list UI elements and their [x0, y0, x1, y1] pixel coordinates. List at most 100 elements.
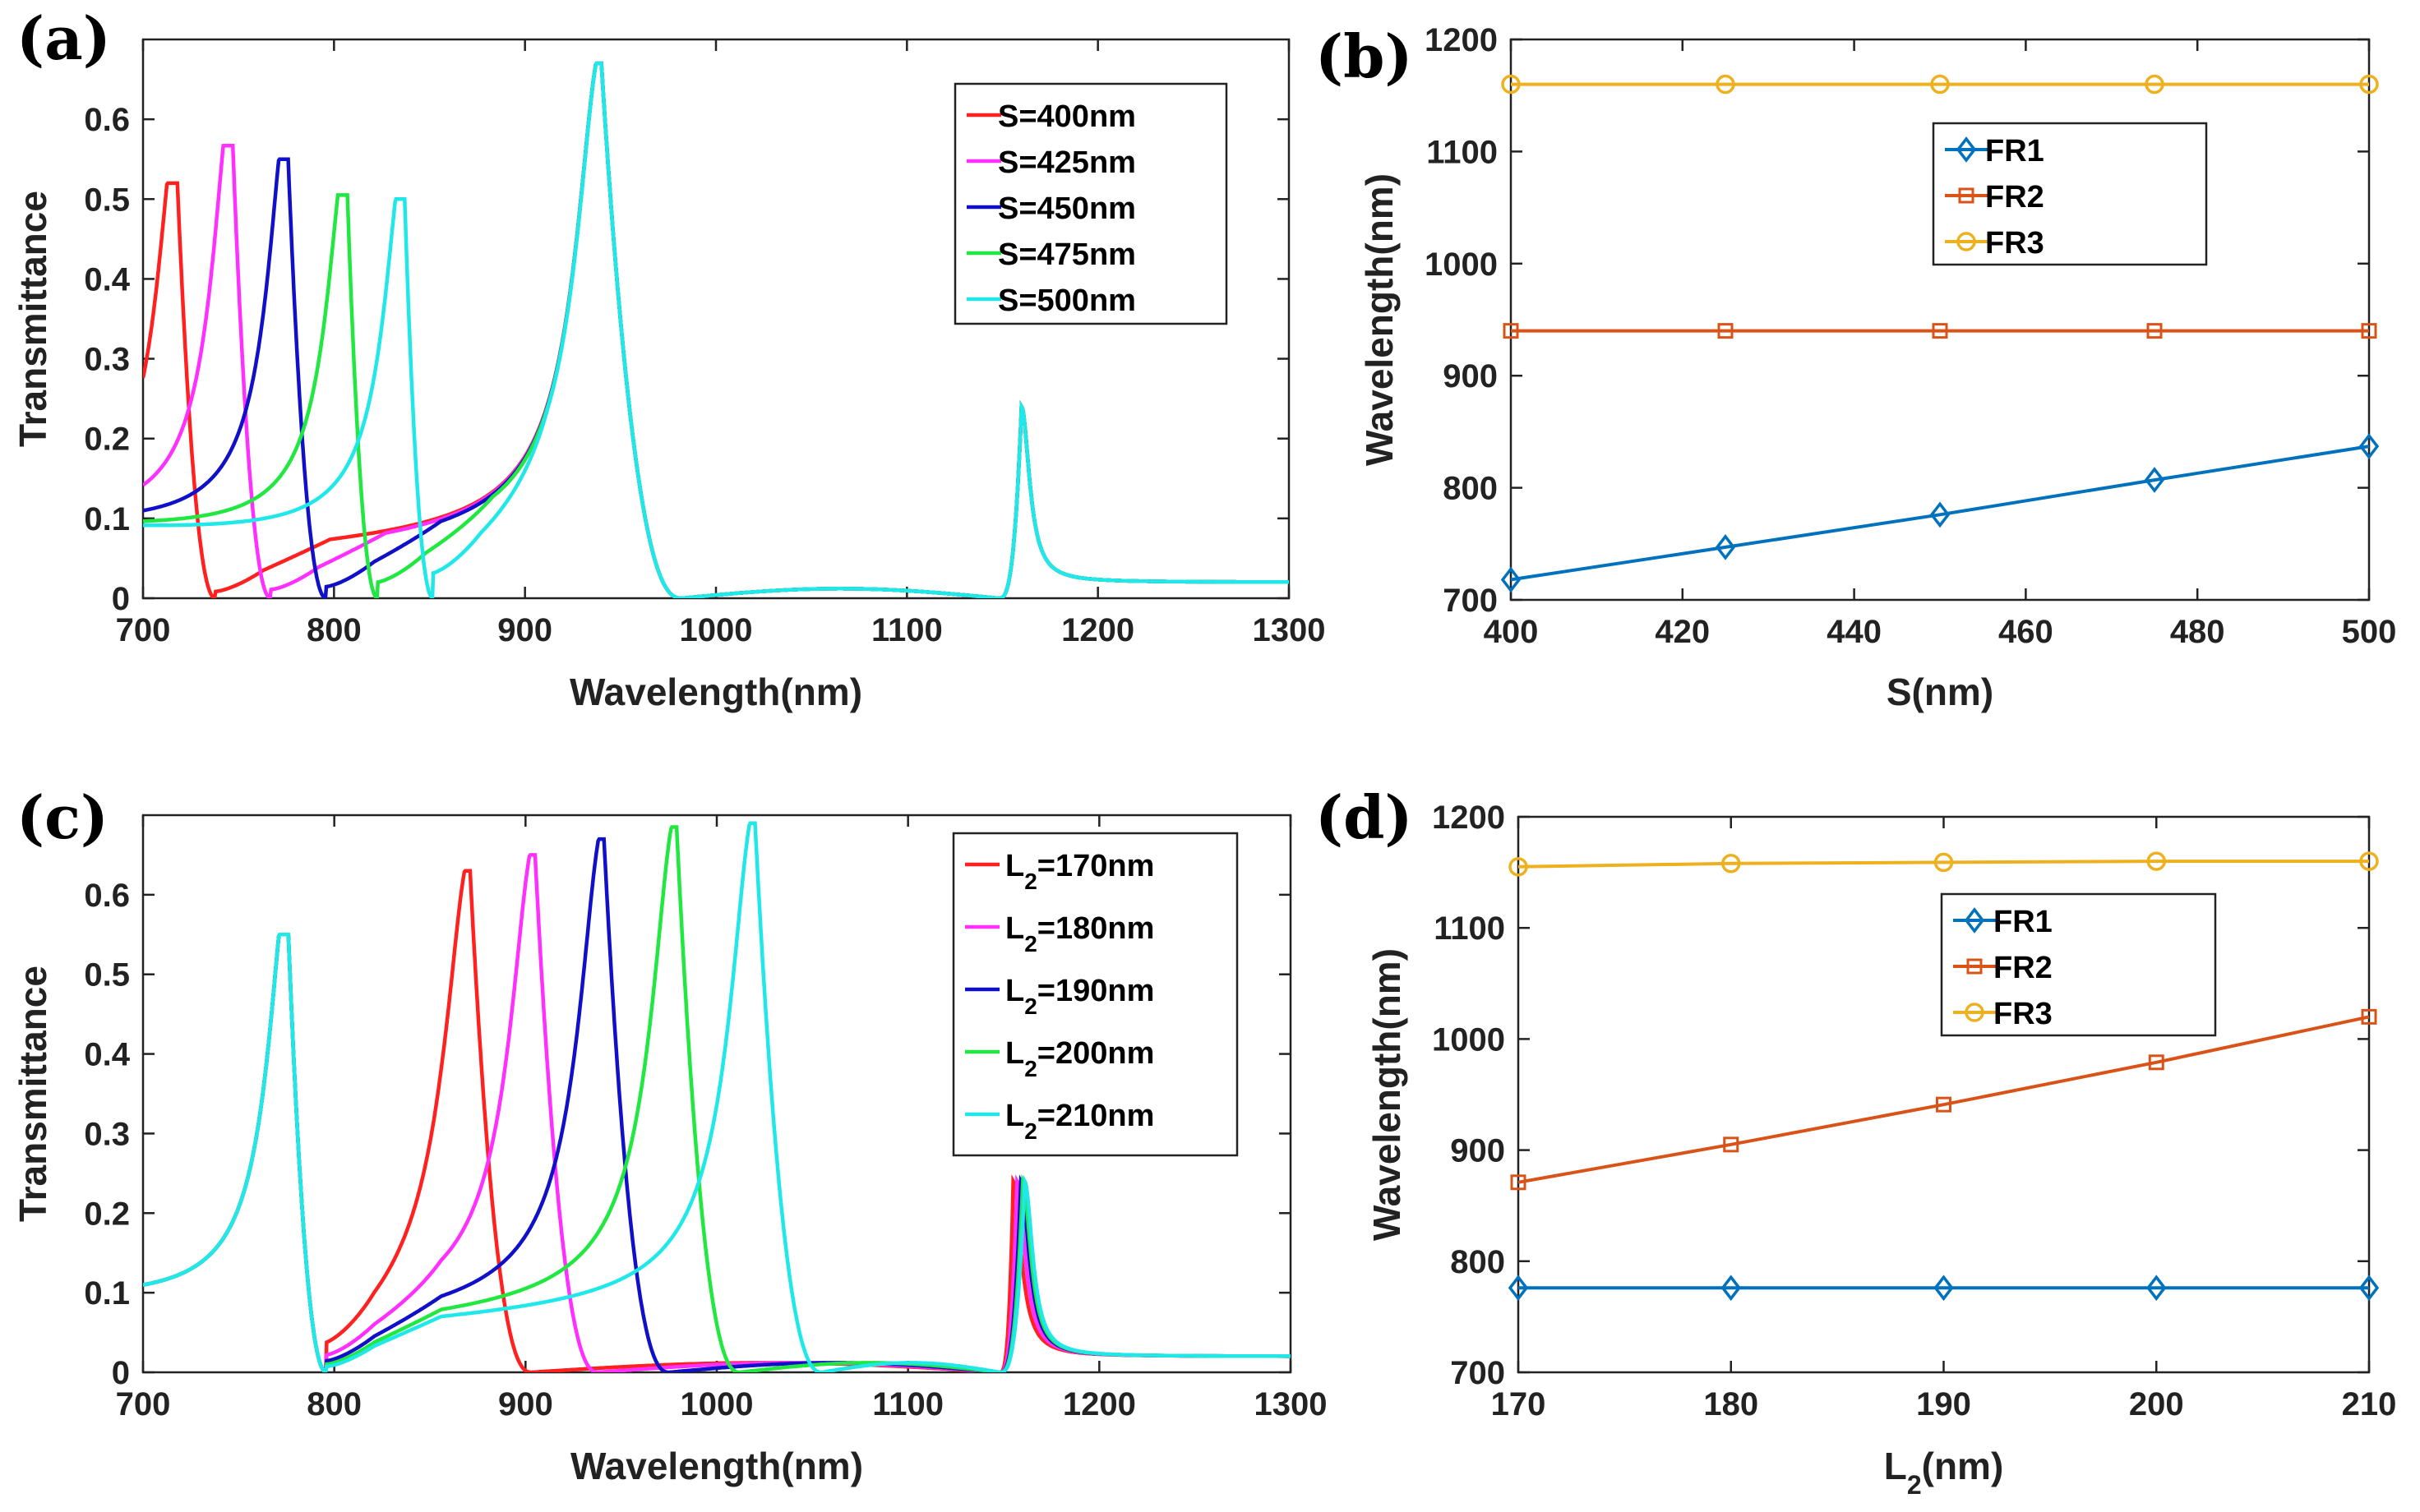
series-line	[143, 821, 1291, 1372]
legend: FR1 FR2 FR3	[1940, 892, 2217, 1037]
y-tick-label: 0.5	[84, 957, 130, 993]
panel-d: 170 180 190 200 210 700 800 900 1000 1100 1200 L2(n…	[1315, 782, 2396, 1500]
series-group	[143, 61, 1289, 598]
legend-label: S=450nm	[998, 191, 1136, 226]
data-point	[1958, 187, 1974, 204]
data-point	[1932, 323, 1948, 339]
x-tick-label: 210	[2342, 1386, 2397, 1422]
y-tick-label: 1100	[1434, 910, 1505, 947]
x-tick-label: 900	[498, 1386, 553, 1422]
legend-label: FR3	[1993, 997, 2053, 1031]
data-point	[1503, 323, 1519, 339]
data-point	[2144, 467, 2165, 493]
data-point	[2361, 323, 2377, 339]
data-point	[2146, 323, 2163, 339]
y-tick-label: 0.2	[84, 422, 130, 458]
x-tick-label: 440	[1827, 614, 1882, 650]
legend-label: FR3	[1985, 226, 2044, 260]
y-tick-label: 800	[1450, 1244, 1505, 1280]
data-point	[2148, 1054, 2164, 1071]
y-tick-label: 700	[1450, 1355, 1505, 1391]
x-tick-label: 700	[116, 612, 171, 648]
series-fr3	[1508, 851, 2379, 877]
data-point	[2359, 851, 2379, 871]
legend-label: FR2	[1993, 951, 2053, 985]
data-point	[2358, 433, 2380, 460]
y-tick-label: 1100	[1426, 134, 1498, 170]
x-tick-label: 1100	[872, 1386, 944, 1422]
panel-label: (b)	[1315, 21, 1412, 91]
data-point	[2146, 851, 2166, 871]
y-tick-label: 0.3	[84, 342, 130, 378]
data-point	[1965, 1003, 1984, 1022]
legend-box	[952, 832, 1239, 1157]
y-tick-label: 0.5	[84, 182, 130, 218]
data-point	[1930, 74, 1950, 94]
series-group	[143, 821, 1291, 1372]
series-fr3	[1501, 74, 2379, 94]
series-fr1	[1508, 1275, 2380, 1302]
y-tick-label: 1200	[1432, 800, 1505, 836]
data-point	[1936, 1096, 1951, 1113]
series-fr2	[1503, 323, 2377, 339]
data-point	[1500, 566, 1522, 593]
x-tick-label: 500	[2342, 614, 2397, 650]
data-point	[1717, 323, 1734, 339]
series-line	[1517, 860, 2369, 869]
legend-label: S=500nm	[998, 284, 1136, 318]
legend-box	[954, 82, 1228, 325]
x-tick-label: 460	[1998, 614, 2053, 650]
x-tick-label: 1000	[681, 1386, 754, 1422]
y-axis-label: Transmittance	[12, 191, 54, 447]
data-point	[1510, 1174, 1526, 1191]
series-fr1	[1500, 433, 2380, 593]
x-tick-label: 400	[1484, 614, 1539, 650]
x-tick-label: 900	[497, 612, 552, 648]
x-axis-label: L2(nm)	[1884, 1445, 2004, 1500]
x-tick-label: 800	[307, 612, 362, 648]
x-tick-label: 1200	[1061, 612, 1134, 648]
legend-label: FR1	[1993, 905, 2053, 939]
data-point	[1956, 136, 1977, 163]
y-tick-label: 900	[1443, 358, 1498, 394]
y-tick-label: 800	[1443, 471, 1498, 507]
legend-label: FR2	[1985, 180, 2044, 214]
data-point	[1716, 74, 1735, 94]
data-point	[1508, 1275, 1529, 1302]
y-tick-label: 0.4	[84, 1037, 130, 1073]
data-point	[1966, 958, 1983, 975]
x-tick-label: 1300	[1254, 1386, 1328, 1422]
y-tick-label: 1000	[1425, 247, 1498, 283]
series-line	[1510, 445, 2370, 582]
data-point	[2146, 1275, 2167, 1302]
legend-label: S=475nm	[998, 237, 1136, 272]
data-point	[2358, 1275, 2380, 1302]
data-point	[1501, 74, 1521, 94]
y-tick-label: 0.3	[84, 1116, 130, 1152]
data-point	[2361, 1008, 2377, 1025]
y-tick-label: 1000	[1432, 1021, 1505, 1058]
panel-label: (c)	[16, 782, 109, 852]
legend: FR1 FR2 FR3	[1932, 122, 2208, 266]
panel-b: 400 420 440 460 480 500 700 800 900 1000 1100 1200 S…	[1315, 21, 2396, 713]
y-tick-label: 700	[1443, 583, 1498, 619]
y-tick-label: 0.6	[84, 878, 130, 914]
x-tick-label: 170	[1491, 1386, 1546, 1422]
data-point	[1933, 852, 1954, 873]
series-line	[143, 61, 1289, 598]
data-point	[1956, 232, 1976, 251]
y-tick-label: 0.1	[84, 1275, 130, 1311]
x-axis-label: S(nm)	[1887, 671, 1993, 713]
x-tick-label: 1200	[1063, 1386, 1136, 1422]
x-axis-label: Wavelength(nm)	[570, 1445, 863, 1487]
data-point	[1933, 1275, 1954, 1302]
data-point	[1964, 907, 1985, 933]
y-axis-label: Wavelength(nm)	[1365, 948, 1408, 1241]
y-tick-label: 0.6	[84, 102, 130, 138]
x-tick-label: 200	[2129, 1386, 2184, 1422]
data-point	[1715, 534, 1736, 560]
legend-label: S=400nm	[998, 99, 1136, 134]
y-tick-label: 1200	[1425, 22, 1498, 58]
data-point	[1929, 501, 1951, 528]
